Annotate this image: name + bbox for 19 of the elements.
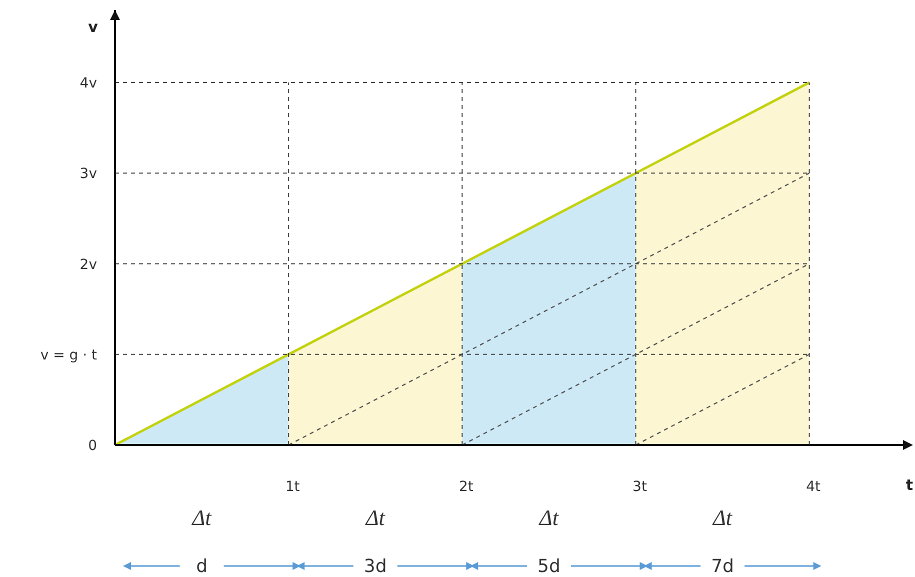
text: Δt [712,505,733,530]
y-tick-label: 2v [80,256,97,273]
y-tick-label: 0 [88,438,97,454]
text: Δt [364,505,386,530]
x-axis-title: t [906,476,913,494]
x-tick-label: 2t [458,479,474,495]
x-tick-label: 1t [285,479,300,495]
text: 5d [538,556,560,577]
y-tick-label: 4v [80,76,97,92]
text: Δt [191,505,212,530]
text: d [196,556,208,577]
y-tick-label: v = g · t [40,347,98,364]
text: 7d [711,556,734,577]
y-tick-label: 3v [80,166,97,182]
x-tick-label: 3t [632,479,648,495]
y-axis-title: v [88,18,98,36]
text: Δt [538,505,560,530]
text: 3d [364,556,387,577]
x-tick-label: 4t [806,479,822,495]
